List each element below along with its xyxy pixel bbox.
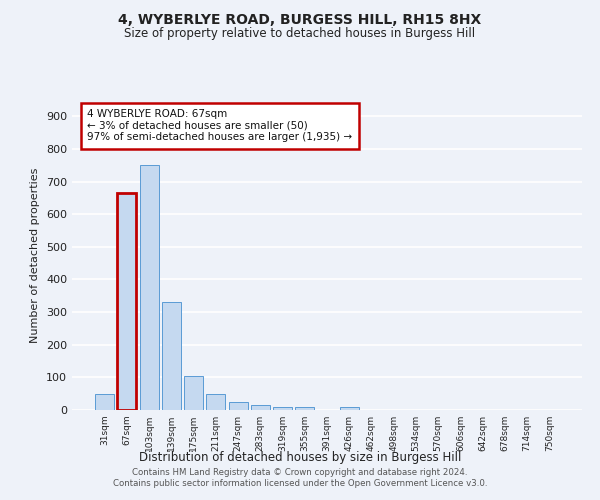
Text: 4 WYBERLYE ROAD: 67sqm
← 3% of detached houses are smaller (50)
97% of semi-deta: 4 WYBERLYE ROAD: 67sqm ← 3% of detached … [88, 110, 352, 142]
Text: Contains HM Land Registry data © Crown copyright and database right 2024.
Contai: Contains HM Land Registry data © Crown c… [113, 468, 487, 487]
Bar [118, 193, 136, 410]
Y-axis label: Number of detached properties: Number of detached properties [31, 168, 40, 342]
Bar [273, 406, 292, 410]
Bar [295, 406, 314, 410]
Bar [140, 166, 158, 410]
Bar [162, 302, 181, 410]
Text: Size of property relative to detached houses in Burgess Hill: Size of property relative to detached ho… [124, 28, 476, 40]
Bar [251, 405, 270, 410]
Text: 4, WYBERLYE ROAD, BURGESS HILL, RH15 8HX: 4, WYBERLYE ROAD, BURGESS HILL, RH15 8HX [118, 12, 482, 26]
Bar [95, 394, 114, 410]
Bar [184, 376, 203, 410]
Bar [340, 406, 359, 410]
Text: Distribution of detached houses by size in Burgess Hill: Distribution of detached houses by size … [139, 451, 461, 464]
Bar [229, 402, 248, 410]
Bar [206, 394, 225, 410]
